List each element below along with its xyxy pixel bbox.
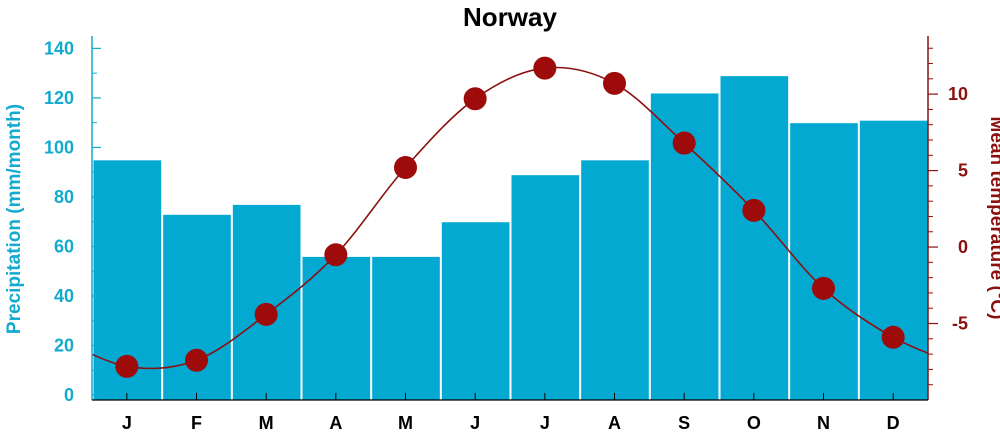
x-tick-label: J [540, 413, 550, 433]
x-tick-label: A [329, 413, 342, 433]
temperature-line [92, 66, 928, 370]
temperature-point [463, 87, 487, 111]
bar [301, 255, 372, 401]
bar [371, 255, 441, 401]
temperature-point [672, 131, 696, 155]
y-tick-label-right: 5 [958, 161, 968, 181]
temperature-point [254, 302, 278, 326]
y-tick-label-left: 60 [54, 236, 74, 256]
y-tick-label-left: 100 [44, 137, 74, 157]
bars [92, 75, 929, 401]
temperature-point [394, 156, 417, 180]
temperature-point [324, 243, 348, 267]
x-tick-label: D [887, 413, 900, 433]
chart-title: Norway [463, 2, 557, 32]
y-tick-label-left: 120 [44, 88, 74, 108]
temperature-point [881, 325, 905, 349]
bar [789, 122, 859, 401]
bar [440, 221, 511, 401]
y-tick-label-right: 0 [958, 237, 968, 257]
y-axis-left-label: Precipitation (mm/month) [4, 104, 25, 334]
y-axis-right-label: Mean temperature (°C) [986, 117, 1000, 320]
x-tick-label: J [470, 413, 480, 433]
y-tick-label-right: -5 [952, 314, 968, 334]
y-tick-label-left: 40 [54, 286, 74, 306]
bar [510, 174, 581, 401]
y-tick-label-left: 140 [44, 38, 74, 58]
x-tick-label: S [678, 413, 690, 433]
y-tick-label-left: 20 [54, 336, 74, 356]
temperature-point [533, 56, 557, 80]
x-tick-label: M [398, 413, 413, 433]
temperature-point [742, 198, 766, 222]
bar [231, 203, 302, 401]
temperature-point [603, 71, 626, 95]
axes: 0 20 40 60 80 100 120 140 -5 0 5 10 J F M A M J J A S O N D [44, 36, 968, 433]
x-tick-label: N [817, 413, 830, 433]
x-tick-label: J [122, 413, 132, 433]
y-tick-label-left: 80 [54, 187, 74, 207]
bar [580, 159, 650, 401]
temperature-point [185, 348, 208, 372]
y-tick-label-left: 0 [64, 385, 74, 405]
y-tick-label-right: 10 [948, 84, 968, 104]
bar [858, 119, 929, 401]
temperature-series [92, 56, 928, 378]
temperature-point [812, 276, 835, 300]
bar [162, 213, 232, 401]
x-tick-label: M [259, 413, 274, 433]
x-tick-label: A [608, 413, 621, 433]
x-tick-label: F [191, 413, 202, 433]
x-tick-label: O [747, 413, 761, 433]
temperature-point [115, 354, 139, 378]
